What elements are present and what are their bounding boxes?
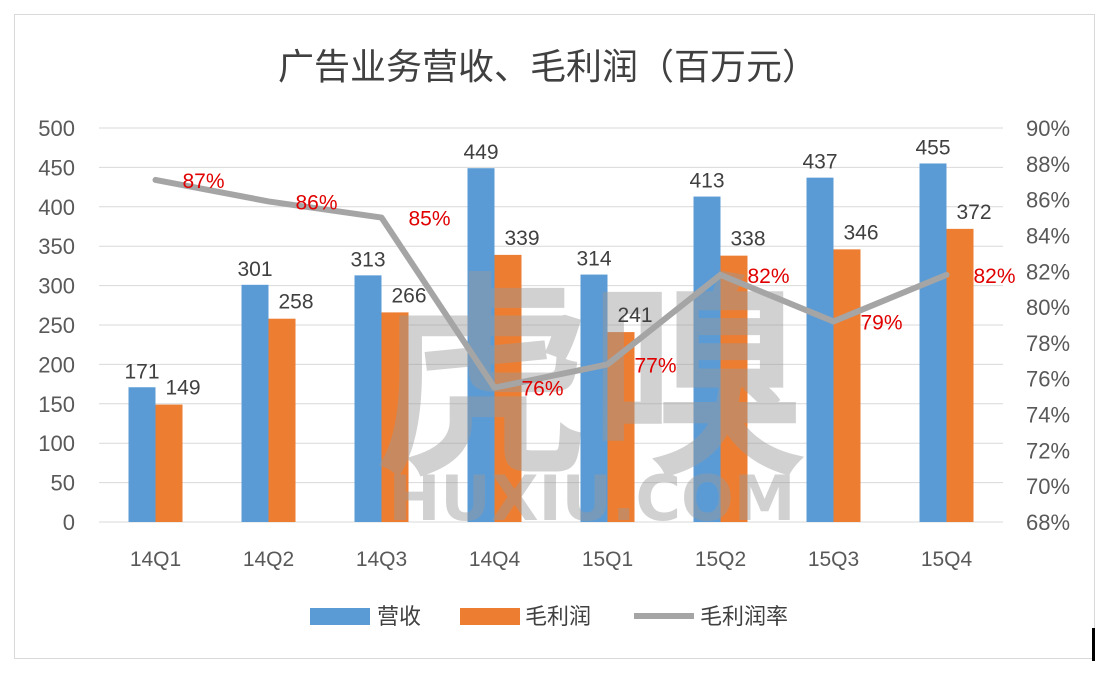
left-tick-label: 300 <box>38 274 75 299</box>
bar-profit <box>268 318 296 522</box>
legend-label-revenue: 营收 <box>377 605 421 630</box>
margin-value-label: 87% <box>182 170 224 193</box>
profit-value-label: 346 <box>843 221 878 244</box>
legend-swatch-revenue <box>310 608 370 625</box>
bar-revenue <box>919 163 947 522</box>
legend-label-profit: 毛利润 <box>525 605 591 630</box>
right-tick-label: 80% <box>1026 295 1070 320</box>
left-tick-label: 250 <box>38 313 75 338</box>
revenue-value-label: 171 <box>124 360 159 383</box>
left-tick-label: 450 <box>38 155 75 180</box>
right-tick-label: 88% <box>1026 152 1070 177</box>
category-label: 15Q3 <box>808 548 859 571</box>
margin-value-label: 76% <box>521 378 563 401</box>
watermark-main: 虎嗅 <box>375 255 805 506</box>
profit-value-label: 372 <box>956 201 991 224</box>
bar-revenue <box>693 196 721 522</box>
bar-revenue <box>241 284 269 522</box>
right-tick-label: 78% <box>1026 331 1070 356</box>
category-label: 14Q1 <box>130 548 181 571</box>
right-axis: 68% 70% 72% 74% 76% 78% 80% 82% 84% 86% 88% 90% <box>1026 116 1070 535</box>
revenue-value-label: 437 <box>802 151 837 174</box>
left-tick-label: 150 <box>38 392 75 417</box>
category-label: 14Q4 <box>469 548 521 571</box>
profit-value-label: 258 <box>278 291 313 314</box>
margin-value-label: 85% <box>408 208 450 231</box>
margin-value-label: 77% <box>634 354 676 377</box>
chart-title: 广告业务营收、毛利润（百万元） <box>278 47 818 88</box>
bars <box>128 163 974 523</box>
category-label: 14Q3 <box>356 548 407 571</box>
bar-revenue <box>354 275 382 522</box>
revenue-value-label: 313 <box>350 248 385 271</box>
bar-profit <box>155 404 183 522</box>
bar-revenue <box>128 387 156 522</box>
margin-line-path <box>152 176 950 391</box>
revenue-value-label: 413 <box>689 170 724 193</box>
bar-profit <box>381 312 409 522</box>
data-labels: 171 149 301 258 313 266 449 339 314 241 413 338 437 3… <box>124 136 1015 400</box>
profit-value-label: 339 <box>504 227 539 250</box>
right-tick-label: 86% <box>1026 188 1070 213</box>
legend-swatch-profit <box>460 608 520 625</box>
revenue-value-label: 449 <box>463 141 498 164</box>
revenue-value-label: 455 <box>915 136 950 159</box>
right-tick-label: 90% <box>1026 116 1070 141</box>
profit-value-label: 338 <box>730 228 765 251</box>
right-tick-label: 70% <box>1026 474 1070 499</box>
margin-value-label: 82% <box>747 265 789 288</box>
revenue-value-label: 301 <box>237 258 272 281</box>
right-tick-label: 76% <box>1026 367 1070 392</box>
category-label: 15Q2 <box>695 548 746 571</box>
margin-value-label: 79% <box>860 311 902 334</box>
left-tick-label: 100 <box>38 431 75 456</box>
watermark-sub: HUXIU.COM <box>389 462 796 535</box>
profit-value-label: 266 <box>391 284 426 307</box>
right-tick-label: 82% <box>1026 259 1070 284</box>
left-tick-label: 50 <box>51 471 75 496</box>
left-tick-label: 200 <box>38 352 75 377</box>
left-tick-label: 350 <box>38 234 75 259</box>
category-label: 15Q4 <box>921 548 973 571</box>
category-label: 14Q2 <box>243 548 294 571</box>
bar-revenue <box>467 168 495 523</box>
bar-revenue <box>580 274 608 522</box>
bar-profit <box>833 249 861 523</box>
revenue-value-label: 314 <box>576 248 611 271</box>
profit-value-label: 149 <box>165 377 200 400</box>
profit-value-label: 241 <box>617 304 652 327</box>
left-tick-label: 400 <box>38 195 75 220</box>
right-tick-label: 72% <box>1026 438 1070 463</box>
margin-line <box>152 176 950 391</box>
chart-frame <box>14 14 1095 659</box>
legend: 营收 毛利润 毛利润率 <box>310 605 788 630</box>
left-tick-label: 0 <box>63 510 75 535</box>
category-label: 15Q1 <box>582 548 633 571</box>
bar-revenue <box>806 177 834 523</box>
right-tick-label: 74% <box>1026 403 1070 428</box>
margin-value-label: 82% <box>973 265 1015 288</box>
margin-value-label: 86% <box>295 191 337 214</box>
bar-profit <box>720 255 748 522</box>
right-tick-label: 68% <box>1026 510 1070 535</box>
left-tick-label: 500 <box>38 116 75 141</box>
edge-mark <box>1092 628 1095 661</box>
bar-profit <box>946 228 974 522</box>
left-axis: 0 50 100 150 200 250 300 350 400 450 500 <box>38 116 75 535</box>
right-tick-label: 84% <box>1026 223 1070 248</box>
category-axis: 14Q1 14Q2 14Q3 14Q4 15Q1 15Q2 15Q3 15Q4 <box>130 548 973 571</box>
watermark: 虎嗅 HUXIU.COM <box>375 255 805 535</box>
legend-label-margin: 毛利润率 <box>700 605 788 630</box>
